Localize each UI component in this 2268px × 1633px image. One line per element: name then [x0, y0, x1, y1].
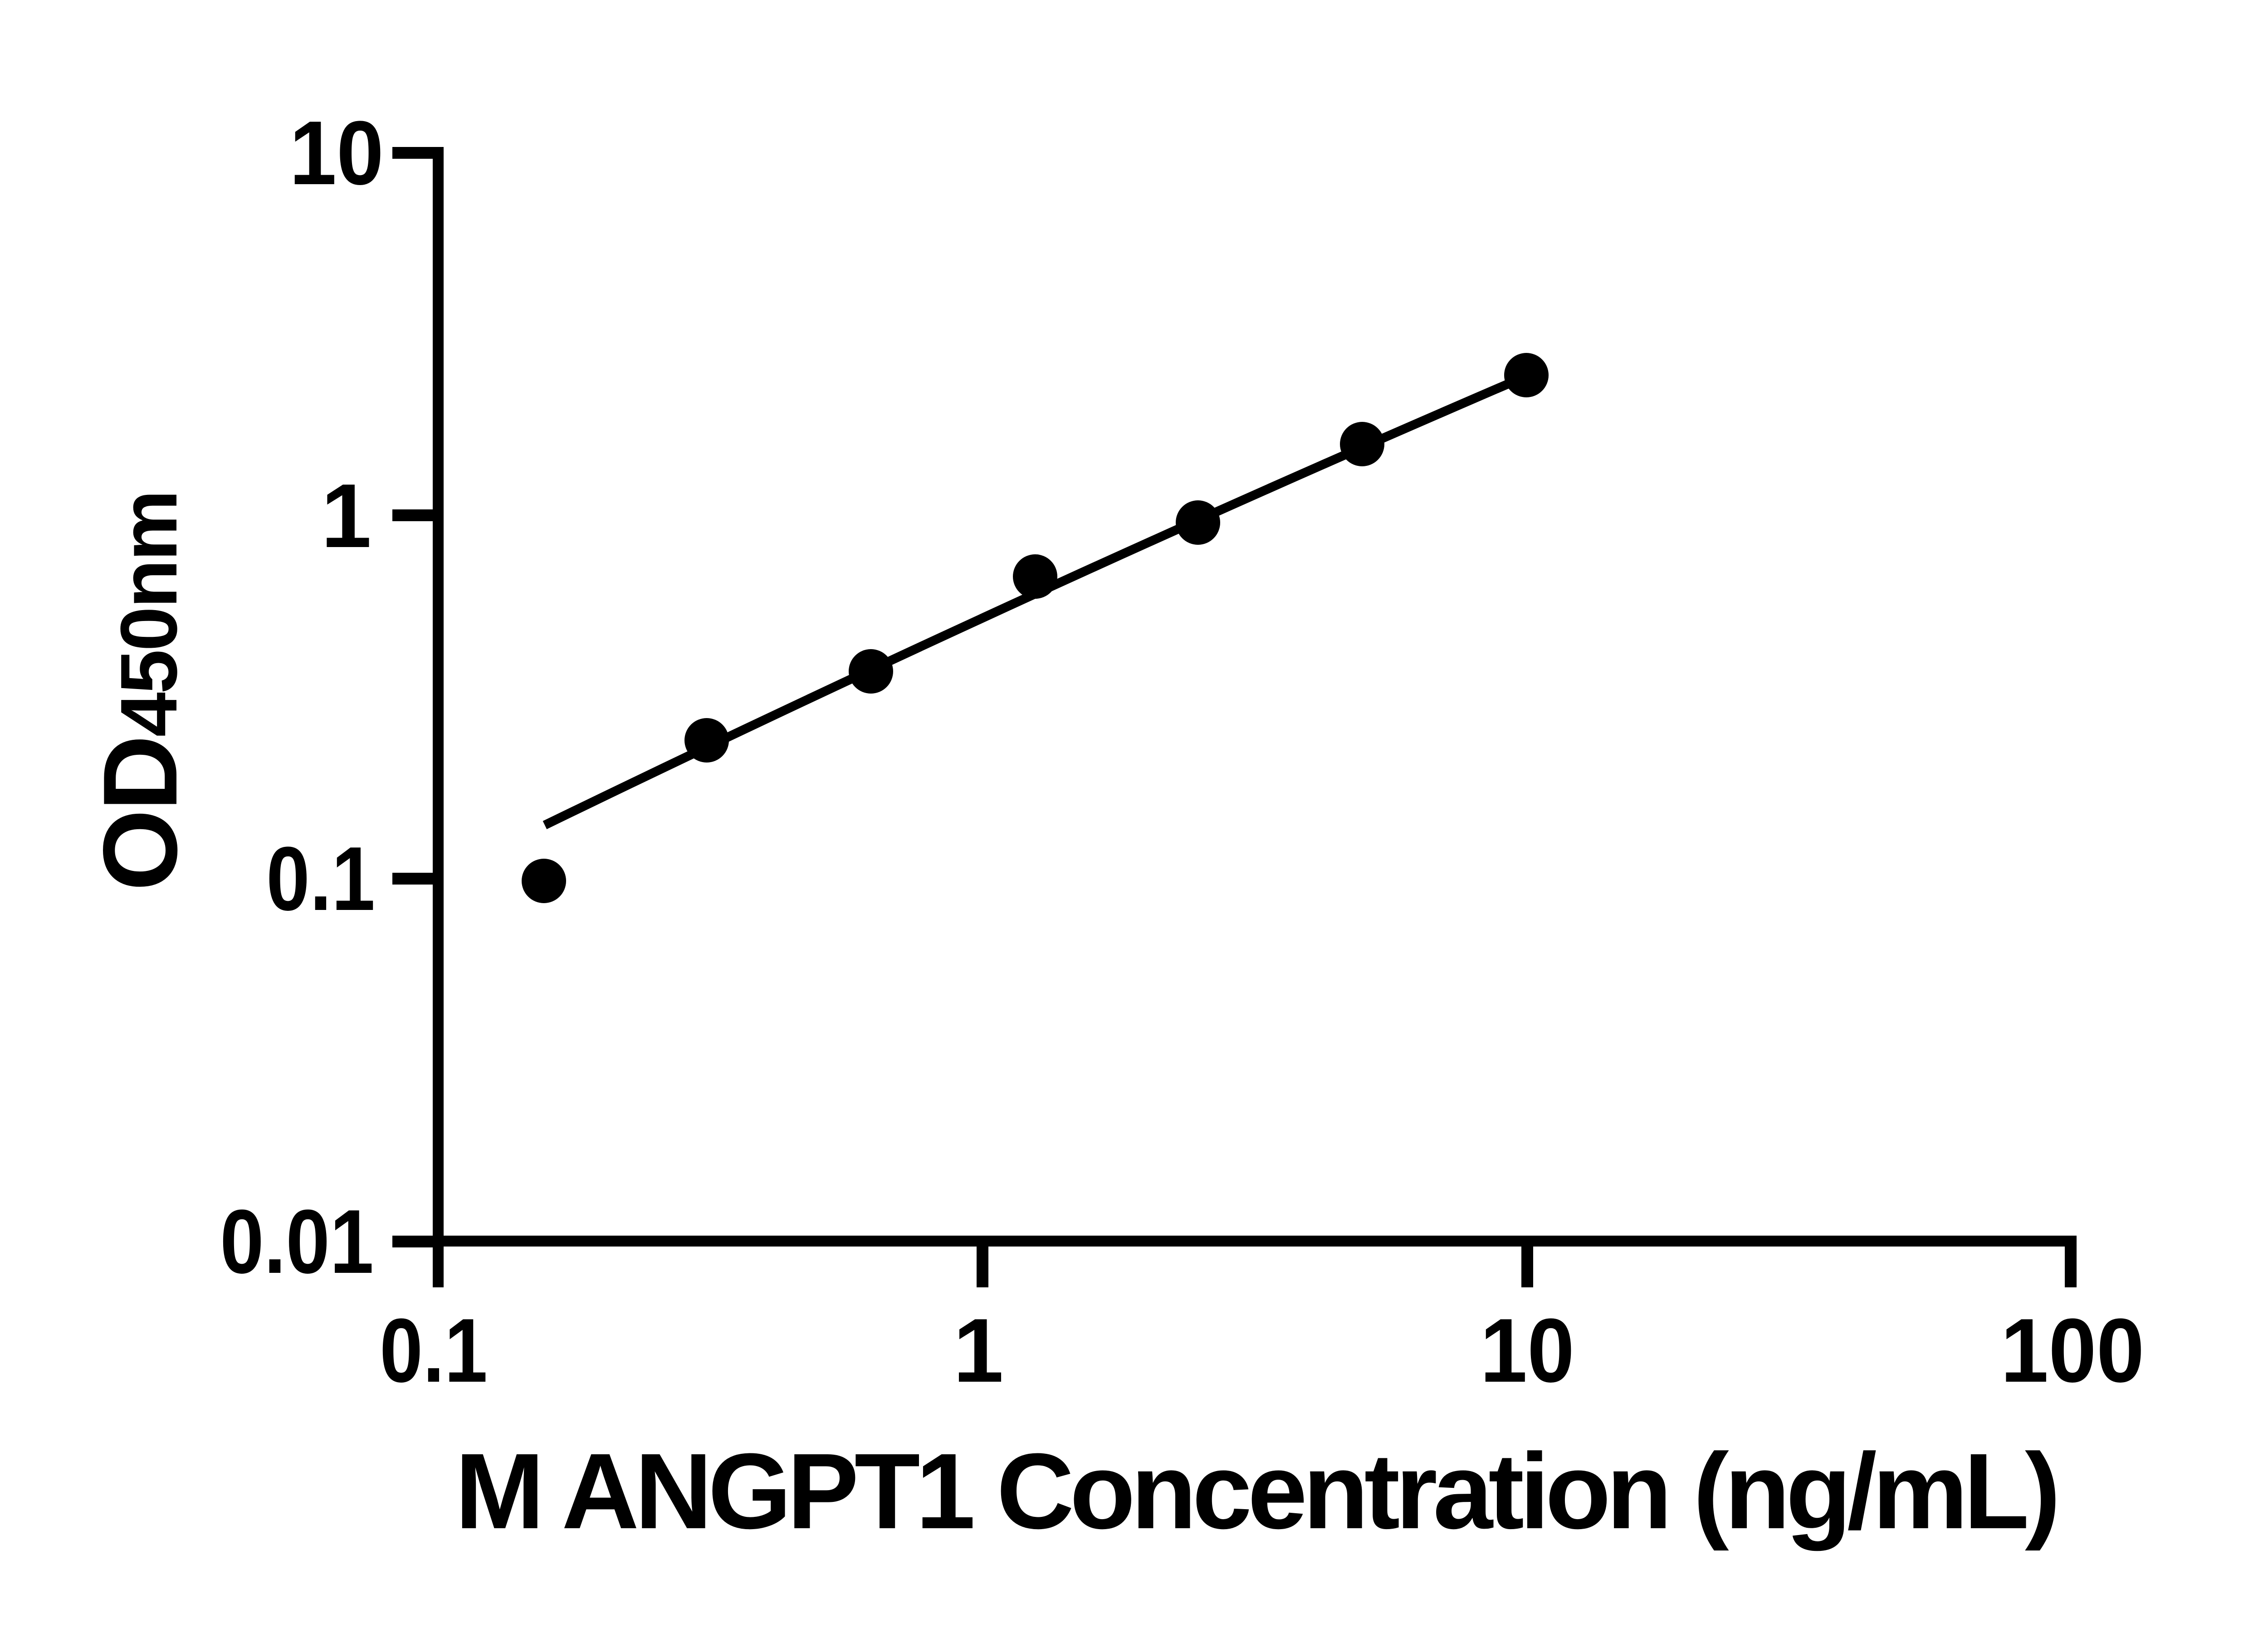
svg-text:M ANGPT1 Concentration (ng/mL): M ANGPT1 Concentration (ng/mL) — [455, 1431, 2061, 1551]
svg-text:0.1: 0.1 — [266, 828, 375, 929]
svg-text:0.01: 0.01 — [220, 1191, 374, 1292]
svg-text:10: 10 — [1480, 1300, 1574, 1401]
svg-text:100: 100 — [2001, 1300, 2145, 1401]
svg-text:0.1: 0.1 — [380, 1300, 488, 1401]
svg-text:1: 1 — [321, 465, 371, 567]
svg-text:10: 10 — [289, 103, 384, 204]
svg-text:OD450nm: OD450nm — [82, 492, 199, 891]
svg-text:1: 1 — [953, 1300, 1003, 1401]
